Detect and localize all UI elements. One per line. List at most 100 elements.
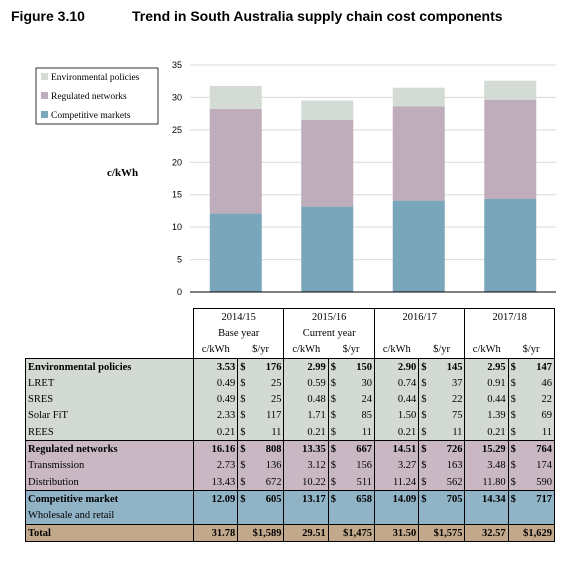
unit-ckwh: c/kWh xyxy=(192,341,238,359)
row-label: LRET xyxy=(25,375,194,392)
blank-cell xyxy=(283,507,329,525)
currency-symbol: $ xyxy=(418,375,437,392)
currency-symbol: $ xyxy=(507,357,527,376)
ckwh-value: 0.49 xyxy=(192,391,238,408)
currency-symbol: $ xyxy=(237,407,256,425)
ckwh-value: 0.91 xyxy=(464,375,509,392)
currency-symbol: $ xyxy=(418,357,437,376)
yr-value: 22 xyxy=(436,391,465,408)
row-label: REES xyxy=(25,424,194,441)
period-year: 2016/17 xyxy=(373,308,465,326)
yr-value: 85 xyxy=(346,407,375,425)
bar-segment xyxy=(209,108,262,214)
yr-value: 11 xyxy=(346,424,375,441)
row-label: Total xyxy=(25,523,194,543)
yr-value: 37 xyxy=(436,375,465,392)
yr-value: 136 xyxy=(255,457,284,474)
table-header-row: 2014/15 2015/16 2016/17 2017/18 xyxy=(26,308,555,326)
yr-value: 150 xyxy=(346,357,375,376)
currency-symbol: $ xyxy=(237,391,256,408)
currency-symbol: $ xyxy=(507,375,527,392)
y-tick-label: 35 xyxy=(172,60,182,70)
ckwh-value: 31.78 xyxy=(192,523,238,543)
row-label: Transmission xyxy=(25,457,194,474)
ckwh-value: 0.21 xyxy=(373,424,419,441)
ckwh-value: 1.39 xyxy=(464,407,509,425)
currency-symbol: $ xyxy=(418,473,437,491)
ckwh-value: 1.71 xyxy=(283,407,329,425)
currency-symbol: $ xyxy=(327,457,347,474)
ckwh-value: 0.49 xyxy=(192,375,238,392)
currency-symbol: $ xyxy=(237,424,256,441)
y-tick-label: 30 xyxy=(172,92,182,102)
bar-segment xyxy=(301,119,354,207)
currency-symbol: $ xyxy=(418,424,437,441)
ckwh-value: 32.57 xyxy=(464,523,509,543)
currency-symbol: $ xyxy=(327,473,347,491)
table-row: REES 0.21 $11 0.21 $11 0.21 $11 0.21 $11 xyxy=(25,424,556,441)
row-label: Competitive market xyxy=(25,490,194,508)
currency-symbol: $ xyxy=(327,440,347,458)
ckwh-value: 3.12 xyxy=(283,457,329,474)
ckwh-value: 0.44 xyxy=(373,391,419,408)
currency-symbol: $ xyxy=(418,490,437,508)
ckwh-value: 3.53 xyxy=(192,357,238,376)
yr-value: 147 xyxy=(526,357,556,376)
row-label: SRES xyxy=(25,391,194,408)
blank-cell xyxy=(464,507,509,525)
ckwh-value: 2.73 xyxy=(192,457,238,474)
ckwh-value: 11.24 xyxy=(373,473,419,491)
yr-value: 717 xyxy=(526,490,556,508)
currency-symbol: $ xyxy=(418,457,437,474)
period-year: 2017/18 xyxy=(464,308,555,326)
bar-segment xyxy=(484,198,537,292)
ckwh-value: 13.43 xyxy=(192,473,238,491)
legend: Environmental policies Regulated networks… xyxy=(35,67,159,125)
yr-value: 658 xyxy=(346,490,375,508)
yr-value: 176 xyxy=(255,357,284,376)
blank-cell xyxy=(418,507,437,525)
table-row: Environmental policies 3.53 $176 2.99 $150 2.… xyxy=(25,357,556,376)
currency-symbol: $ xyxy=(507,391,527,408)
period-year: 2014/15 xyxy=(192,308,284,326)
unit-ckwh: c/kWh xyxy=(464,341,509,359)
table-row: Regulated networks 16.16 $808 13.35 $667 14.5… xyxy=(25,440,556,458)
yr-value: 705 xyxy=(436,490,465,508)
ckwh-value: 3.48 xyxy=(464,457,509,474)
bar-segment xyxy=(392,87,445,107)
table-row: SRES 0.49 $25 0.48 $24 0.44 $22 0.44 $22 xyxy=(25,391,556,408)
period-year: 2015/16 xyxy=(283,308,375,326)
legend-label: Regulated networks xyxy=(51,92,127,102)
currency-symbol: $ xyxy=(327,375,347,392)
currency-symbol: $ xyxy=(237,375,256,392)
bar-segment xyxy=(209,213,262,292)
y-tick-label: 25 xyxy=(172,125,182,135)
legend-label: Environmental policies xyxy=(51,73,140,83)
blank-cell xyxy=(255,507,284,525)
currency-symbol: $ xyxy=(237,440,256,458)
unit-ckwh: c/kWh xyxy=(373,341,419,359)
currency-symbol: $ xyxy=(237,457,256,474)
ckwh-value: 1.50 xyxy=(373,407,419,425)
currency-symbol: $ xyxy=(418,407,437,425)
yr-value: $1,589 xyxy=(237,523,284,543)
ckwh-value: 0.74 xyxy=(373,375,419,392)
unit-yr: $/yr xyxy=(328,341,375,359)
yr-value: 764 xyxy=(526,440,556,458)
currency-symbol: $ xyxy=(327,357,347,376)
ckwh-value: 11.80 xyxy=(464,473,509,491)
blank-cell xyxy=(373,507,419,525)
currency-symbol: $ xyxy=(418,440,437,458)
ckwh-value: 10.22 xyxy=(283,473,329,491)
yr-value: 156 xyxy=(346,457,375,474)
ckwh-value: 2.99 xyxy=(283,357,329,376)
stacked-bar-chart: 0 5 10 15 20 25 30 35 c/kWh Environmental polic… xyxy=(35,60,556,297)
currency-symbol: $ xyxy=(507,440,527,458)
table-row: Competitive market 12.09 $605 13.17 $658 14.0… xyxy=(25,490,556,508)
yr-value: 11 xyxy=(436,424,465,441)
yr-value: 25 xyxy=(255,391,284,408)
blank-cell xyxy=(192,507,238,525)
yr-value: 590 xyxy=(526,473,556,491)
ckwh-value: 0.59 xyxy=(283,375,329,392)
blank-cell xyxy=(237,507,256,525)
